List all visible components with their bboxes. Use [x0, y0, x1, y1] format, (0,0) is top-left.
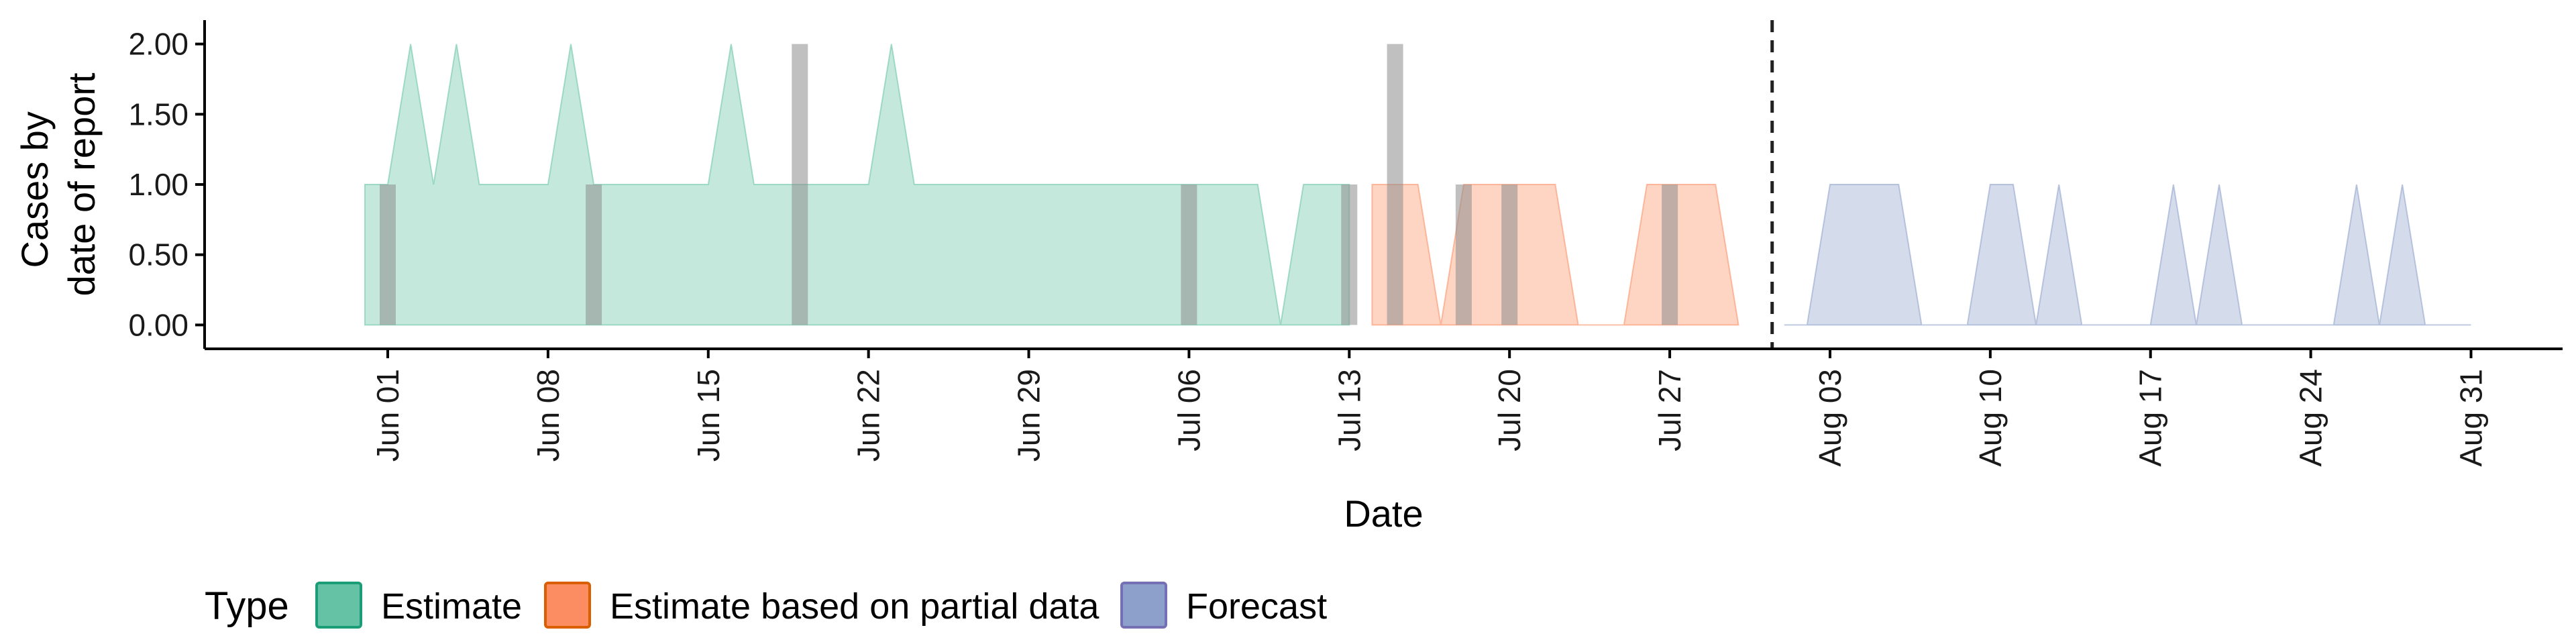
x-tick-label-6: Jul 13: [1332, 369, 1366, 451]
x-tick-label-13: Aug 31: [2453, 369, 2488, 467]
reported-case-bar-0: [380, 184, 396, 325]
legend-title: Type: [205, 584, 289, 628]
x-tick-label-4: Jun 29: [1012, 369, 1046, 462]
legend-key-1: [544, 582, 591, 629]
series-layer: [364, 44, 2471, 326]
x-axis: Jun 01 Jun 08 Jun 15 Jun 22 Jun 29 Jul 06 Jul …: [205, 347, 2563, 467]
series-area-0: [364, 44, 1350, 326]
reported-case-bar-8: [1662, 184, 1678, 325]
y-axis-title: Cases by date of report: [13, 72, 103, 297]
y-tick-label-3: 1.50: [128, 97, 189, 131]
reported-case-bar-4: [1341, 184, 1358, 325]
x-tick-label-3: Jun 22: [851, 369, 886, 462]
legend-key-2: [1120, 582, 1167, 629]
reported-case-bar-1: [586, 184, 602, 325]
legend: Type Estimate Estimate based on partial da…: [205, 582, 1327, 629]
x-tick-label-12: Aug 24: [2294, 369, 2328, 467]
x-tick-label-2: Jun 15: [691, 369, 726, 462]
y-tick-label-0: 0.00: [128, 307, 189, 342]
y-axis: 0.00 0.50 1.00 1.50 2.00: [128, 20, 206, 349]
x-axis-title: Date: [1344, 492, 1423, 535]
series-area-2: [1784, 184, 2471, 326]
plot-area: [364, 20, 2471, 349]
legend-label-1: Estimate based on partial data: [610, 586, 1099, 627]
x-tick-label-10: Aug 10: [1973, 369, 2008, 467]
reported-case-bar-6: [1455, 184, 1472, 325]
x-tick-label-11: Aug 17: [2133, 369, 2168, 467]
y-tick-label-2: 1.00: [128, 167, 189, 202]
x-tick-label-1: Jun 08: [531, 369, 566, 462]
legend-key-0: [315, 582, 362, 629]
y-axis-title-line-2: date of report: [60, 72, 103, 297]
y-tick-label-4: 2.00: [128, 27, 189, 62]
reported-cases-bars: [380, 44, 1678, 325]
series-area-1: [1371, 184, 1739, 326]
x-tick-label-9: Aug 03: [1813, 369, 1847, 467]
y-tick-label-1: 0.50: [128, 237, 189, 272]
x-tick-label-7: Jul 20: [1492, 369, 1527, 451]
reported-case-bar-3: [1181, 184, 1197, 325]
reported-case-bar-2: [792, 44, 808, 325]
legend-label-2: Forecast: [1186, 586, 1327, 627]
legend-label-0: Estimate: [381, 586, 522, 627]
x-tick-label-8: Jul 27: [1652, 369, 1687, 451]
y-axis-title-line-1: Cases by: [13, 111, 56, 268]
x-tick-label-5: Jul 06: [1171, 369, 1206, 451]
x-tick-label-0: Jun 01: [370, 369, 405, 462]
reported-case-bar-7: [1501, 184, 1518, 325]
reported-case-bar-5: [1387, 44, 1403, 325]
